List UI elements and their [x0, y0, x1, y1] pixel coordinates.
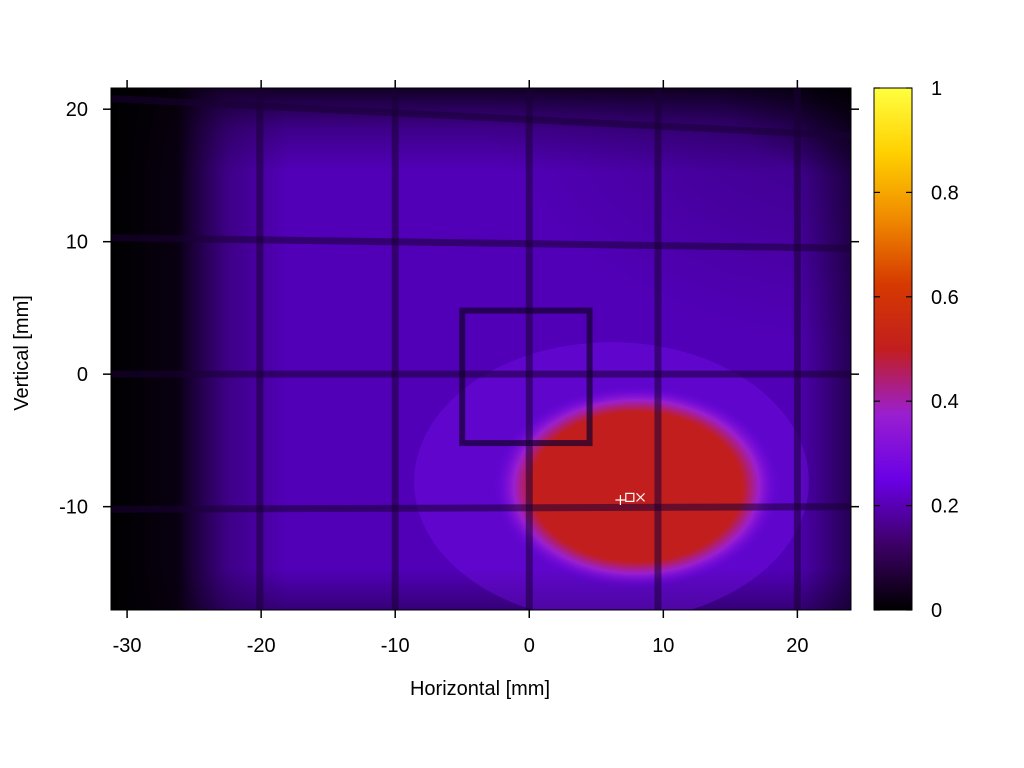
y-tick-label: 0 [77, 364, 88, 386]
plot-frame [110, 87, 852, 611]
colorbar-tick-label: 0.8 [931, 182, 959, 204]
heatmap-image [111, 88, 851, 610]
colorbar: 0 0.2 0.4 0.6 0.8 1 [873, 78, 959, 622]
x-axis: -30 -20 -10 0 10 20 [113, 80, 809, 657]
cross-marker [636, 492, 645, 502]
x-tick-label: 10 [652, 635, 674, 657]
square-frame-shadow [459, 307, 593, 447]
colorbar-tick-label: 1 [931, 78, 942, 100]
x-tick-label: 0 [524, 635, 535, 657]
horizontal-shadow [111, 503, 851, 513]
x-tick-label: 20 [786, 635, 808, 657]
y-tick-label: 10 [66, 232, 88, 254]
x-tick-label: -20 [247, 635, 276, 657]
colorbar-tick-label: 0.4 [931, 391, 959, 413]
horizontal-shadow [111, 234, 851, 252]
x-tick-label: -30 [113, 635, 142, 657]
plus-marker [615, 495, 626, 506]
colorbar-tick-label: 0 [931, 600, 942, 622]
colorbar-gradient [873, 87, 913, 611]
y-tick-label: 20 [66, 99, 88, 121]
x-axis-title: Horizontal [mm] [410, 678, 550, 700]
horizontal-shadow [111, 95, 851, 140]
colorbar-tick-label: 0.2 [931, 496, 959, 518]
y-axis-title: Vertical [mm] [11, 295, 33, 411]
heatmap-left-falloff [111, 88, 851, 610]
marker-group [615, 492, 645, 506]
colorbar-tick-label: 0.6 [931, 287, 959, 309]
square-marker [625, 492, 635, 502]
y-tick-label: -10 [59, 497, 88, 519]
y-axis: -10 0 10 20 [59, 99, 859, 519]
plot-border [110, 87, 852, 611]
x-tick-label: -10 [381, 635, 410, 657]
